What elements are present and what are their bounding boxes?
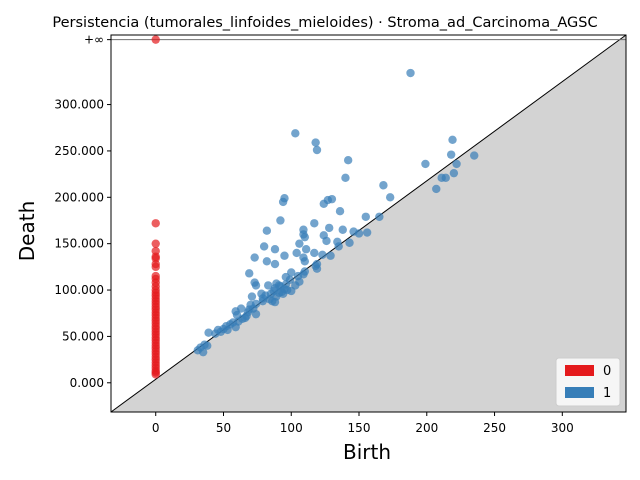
y-axis-ticks: 0.000 50.000 100.000 150.000 200.000 250.000 3…: [54, 33, 111, 390]
point-h1: [319, 199, 328, 208]
y-tick-label: 200.000: [54, 190, 104, 204]
legend: 0 1: [555, 357, 621, 407]
x-axis-label: Birth: [343, 440, 391, 464]
legend-swatch-h0: [565, 365, 594, 376]
point-h1: [278, 197, 288, 207]
point-h1: [300, 267, 310, 276]
point-h1: [278, 289, 288, 298]
y-axis-label: Death: [15, 201, 39, 261]
point-h1: [301, 245, 311, 254]
axes-frame: [110, 34, 627, 413]
point-h1: [245, 269, 254, 278]
point-h1: [223, 325, 232, 335]
x-tick-label: 200: [415, 421, 438, 435]
x-tick-label: 150: [348, 421, 371, 435]
point-h1: [300, 257, 310, 266]
x-tick-label: 50: [216, 421, 231, 435]
point-h1: [300, 232, 310, 242]
point-h1: [406, 68, 415, 78]
point-h1: [203, 341, 212, 350]
point-h1: [228, 318, 238, 327]
point-h1: [311, 138, 320, 147]
point-h1: [437, 173, 446, 183]
point-h1: [287, 286, 296, 296]
chart-title: Persistencia (tumorales_linfoides_mieloi…: [52, 15, 597, 31]
y-tick-label: 150.000: [54, 237, 104, 251]
y-tick-label: 300.000: [54, 98, 104, 112]
point-h1: [250, 253, 259, 262]
point-h1: [264, 281, 273, 290]
point-h1: [258, 296, 267, 306]
point-h1: [452, 159, 461, 169]
point-h1: [312, 145, 322, 155]
point-h1: [204, 328, 213, 337]
y-tick-label: 250.000: [54, 144, 104, 158]
point-h1: [446, 150, 456, 159]
point-h1: [310, 219, 319, 228]
x-axis-ticks: 0 50 100 150 200 250 300: [152, 412, 574, 435]
point-h1: [345, 238, 354, 247]
y-tick-label: 50.000: [62, 329, 104, 343]
point-h0: [151, 262, 160, 272]
y-tick-label-infinity: +∞: [84, 33, 104, 47]
point-h1: [322, 236, 331, 246]
point-h1: [259, 242, 269, 251]
point-h1: [280, 251, 289, 260]
legend-label-h0: 0: [603, 364, 611, 379]
point-h1: [310, 248, 319, 258]
point-h1: [326, 251, 335, 260]
point-h1: [295, 277, 304, 286]
point-h1: [318, 250, 327, 260]
point-h0: [151, 370, 160, 379]
point-h1: [291, 129, 300, 138]
point-h1: [341, 173, 350, 183]
point-h1: [448, 135, 457, 144]
point-h1: [262, 257, 272, 266]
plot-area: [110, 34, 627, 413]
point-h1: [385, 193, 395, 202]
y-tick-label: 100.000: [54, 283, 104, 297]
point-h1: [243, 308, 253, 317]
point-h1: [292, 248, 301, 258]
point-h1: [247, 292, 257, 301]
point-h1: [312, 264, 322, 273]
point-h1: [211, 329, 220, 338]
point-h1: [270, 259, 280, 269]
point-h1: [449, 168, 459, 178]
point-h1: [354, 229, 364, 238]
point-h1: [295, 239, 304, 248]
point-h1: [432, 184, 441, 194]
point-h1: [270, 297, 280, 307]
point-h1: [470, 151, 479, 160]
point-h1: [362, 228, 372, 237]
point-h1: [262, 226, 272, 235]
x-tick-label: 100: [280, 421, 303, 435]
x-tick-label: 250: [483, 421, 506, 435]
point-h1: [198, 347, 208, 357]
point-h1: [251, 309, 261, 319]
point-h0: [151, 219, 160, 228]
point-h1: [334, 242, 343, 251]
point-h1: [375, 212, 384, 221]
point-h1: [276, 216, 285, 225]
point-h1: [270, 245, 280, 254]
point-h1: [379, 181, 388, 190]
point-h1: [421, 159, 430, 169]
point-h1: [338, 225, 347, 234]
point-h1: [335, 207, 345, 216]
point-h0: [151, 35, 160, 44]
y-tick-label: 0.000: [70, 376, 104, 390]
point-h1: [251, 281, 261, 290]
x-tick-label: 300: [551, 421, 574, 435]
point-h1: [324, 223, 334, 233]
point-h1: [343, 156, 353, 165]
point-h1: [361, 212, 370, 221]
x-tick-label: 0: [152, 421, 160, 435]
point-h0: [151, 239, 160, 248]
legend-swatch-h1: [565, 387, 594, 398]
legend-label-h1: 1: [603, 386, 611, 401]
